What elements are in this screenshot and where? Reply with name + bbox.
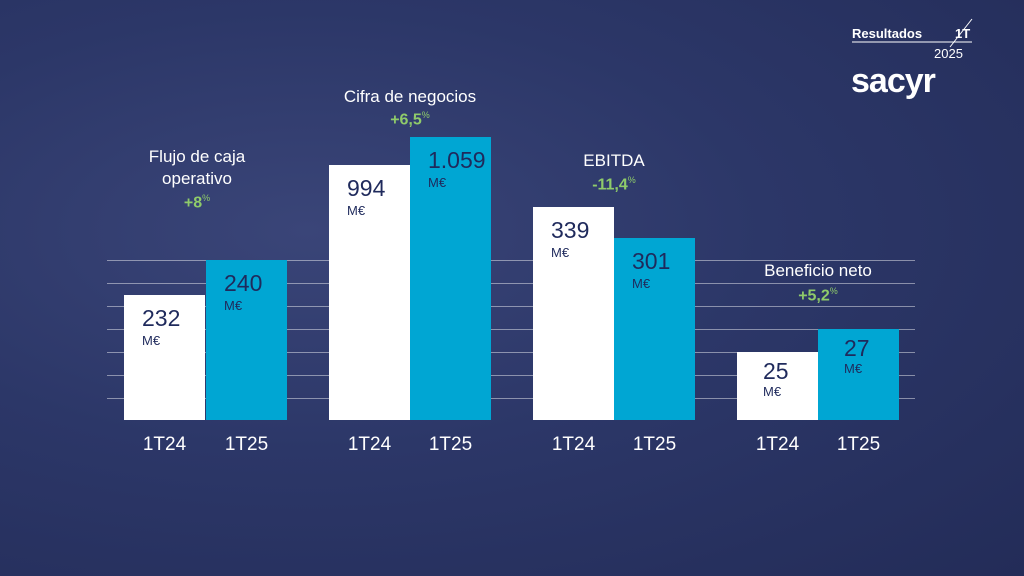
grid-line	[107, 306, 915, 307]
brand-year: 2025	[934, 46, 963, 61]
bar: 25 M€	[737, 352, 818, 420]
change-value: +8	[183, 194, 203, 212]
brand-period: 1T	[955, 26, 971, 41]
unit: M€	[551, 245, 570, 260]
value: 994	[347, 175, 386, 201]
unit: M€	[428, 175, 447, 190]
change: +5,2%	[768, 286, 868, 305]
unit: M€	[347, 203, 366, 218]
brand-logo: sacyr	[851, 62, 936, 100]
unit: M€	[224, 298, 243, 313]
grid-line	[107, 260, 915, 261]
bar: 994 M€	[329, 165, 410, 420]
period-label: 1T25	[632, 434, 677, 455]
bar: 1.059 M€	[410, 137, 491, 420]
change-suffix: %	[829, 286, 838, 296]
change: -11,4%	[564, 175, 664, 194]
value: 232	[142, 305, 181, 331]
group-title: Cifra de negocios	[343, 87, 477, 106]
change-suffix: %	[421, 110, 430, 120]
value: 1.059	[428, 147, 486, 173]
bar: 339 M€	[533, 207, 614, 420]
change-value: -11,4	[592, 176, 628, 194]
value: 240	[224, 270, 263, 296]
change: +6,5%	[360, 110, 460, 129]
value: 301	[632, 248, 671, 274]
change-suffix: %	[627, 175, 636, 185]
bar: 240 M€	[206, 260, 287, 420]
group-title: EBITDA	[583, 151, 645, 170]
unit: M€	[763, 384, 782, 399]
change-suffix: %	[202, 193, 211, 203]
grid-line	[107, 329, 915, 330]
grid-line	[107, 375, 915, 376]
value: 27	[844, 335, 870, 361]
period-label: 1T24	[755, 434, 800, 455]
change-value: +6,5	[390, 111, 422, 129]
bar: 301 M€	[614, 238, 695, 420]
value: 25	[763, 358, 789, 384]
unit: M€	[844, 361, 863, 376]
period-label: 1T25	[428, 434, 473, 455]
grid-line	[107, 283, 915, 284]
period-label: 1T24	[142, 434, 187, 455]
period-label: 1T24	[551, 434, 596, 455]
brand-title: Resultados	[852, 26, 923, 41]
value: 339	[551, 217, 590, 243]
brand-divider	[852, 18, 973, 48]
grid-line	[107, 352, 915, 353]
bar: 27 M€	[818, 329, 899, 420]
change-value: +5,2	[798, 287, 830, 305]
change: +8%	[147, 193, 247, 212]
group-title: Flujo de caja operativo	[148, 147, 246, 188]
period-label: 1T25	[836, 434, 881, 455]
group-title: Beneficio neto	[764, 261, 872, 280]
period-label: 1T24	[347, 434, 392, 455]
unit: M€	[142, 333, 161, 348]
period-label: 1T25	[224, 434, 269, 455]
unit: M€	[632, 276, 651, 291]
grid-line	[107, 398, 915, 399]
bar: 232 M€	[124, 295, 205, 420]
